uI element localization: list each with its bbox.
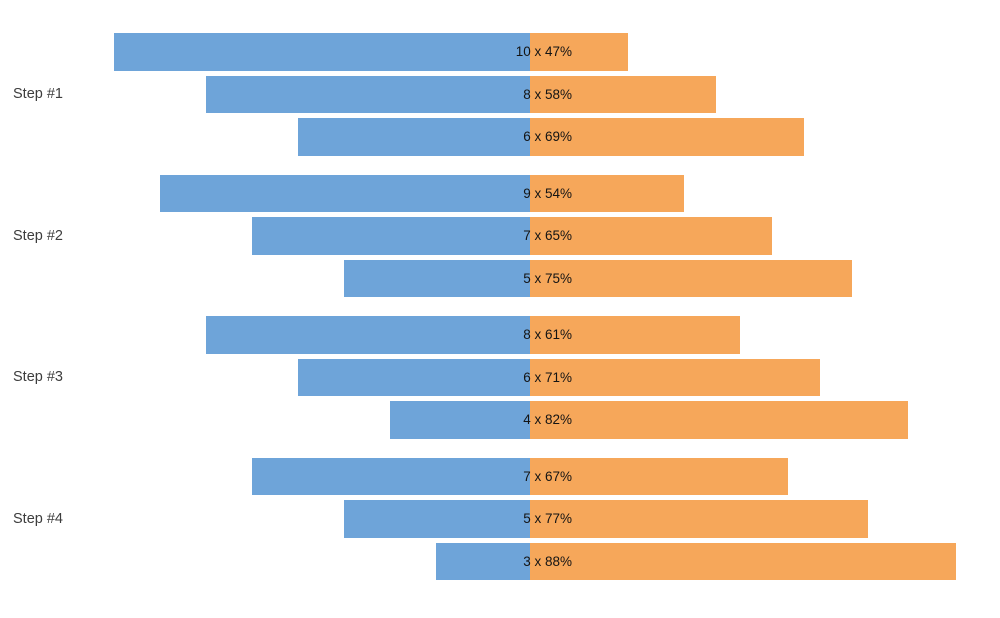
multiplier-bar bbox=[390, 401, 530, 439]
multiplier-bar bbox=[298, 118, 530, 156]
percent-bar bbox=[530, 457, 788, 495]
bar-label: 6 x 69% bbox=[523, 129, 572, 145]
percent-bar bbox=[530, 259, 852, 298]
bar-label: 4 x 82% bbox=[523, 412, 572, 428]
multiplier-bar bbox=[160, 174, 530, 212]
bar-label: 7 x 65% bbox=[523, 228, 572, 244]
percent-bar bbox=[530, 401, 908, 439]
category-label: Step #2 bbox=[13, 227, 63, 244]
percent-bar bbox=[530, 316, 740, 354]
percent-bar bbox=[530, 75, 716, 114]
percent-bar bbox=[530, 174, 684, 212]
multiplier-bar bbox=[206, 316, 530, 354]
multiplier-bar bbox=[114, 33, 530, 71]
category-label: Step #4 bbox=[13, 510, 63, 527]
percent-bar bbox=[530, 358, 820, 397]
multiplier-bar bbox=[436, 542, 530, 581]
category-label: Step #1 bbox=[13, 86, 63, 103]
percent-bar bbox=[530, 33, 628, 71]
percent-bar bbox=[530, 542, 956, 581]
bar-label: 5 x 77% bbox=[523, 511, 572, 527]
multiplier-bar bbox=[298, 358, 530, 397]
category-label: Step #3 bbox=[13, 369, 63, 386]
percent-bar bbox=[530, 217, 772, 255]
bar-label: 3 x 88% bbox=[523, 553, 572, 569]
bar-label: 5 x 75% bbox=[523, 270, 572, 286]
bar-label: 9 x 54% bbox=[523, 185, 572, 201]
bar-label: 7 x 67% bbox=[523, 468, 572, 484]
percent-bar bbox=[530, 118, 804, 156]
bar-label: 6 x 71% bbox=[523, 369, 572, 385]
bar-label: 10 x 47% bbox=[515, 44, 572, 59]
bar-label: 8 x 61% bbox=[523, 327, 572, 342]
multiplier-bar bbox=[344, 259, 530, 298]
percent-bar bbox=[530, 500, 868, 538]
multiplier-bar bbox=[344, 500, 530, 538]
multiplier-bar bbox=[252, 457, 530, 495]
bar-label: 8 x 58% bbox=[523, 86, 572, 102]
multiplier-bar bbox=[206, 75, 530, 114]
multiplier-bar bbox=[252, 217, 530, 255]
